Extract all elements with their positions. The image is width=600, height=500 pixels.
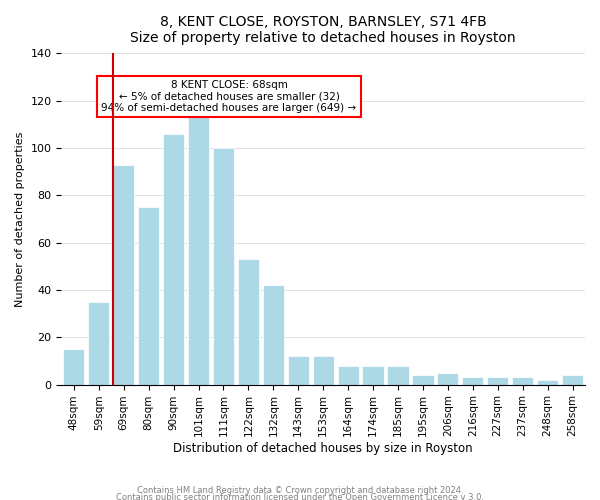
Text: 8 KENT CLOSE: 68sqm
← 5% of detached houses are smaller (32)
94% of semi-detache: 8 KENT CLOSE: 68sqm ← 5% of detached hou… (101, 80, 356, 113)
Text: Contains public sector information licensed under the Open Government Licence v : Contains public sector information licen… (116, 494, 484, 500)
Bar (263, 285, 284, 384)
Bar (88, 302, 109, 384)
Bar (487, 378, 508, 384)
Bar (113, 164, 134, 384)
Bar (462, 378, 484, 384)
Bar (362, 366, 383, 384)
Y-axis label: Number of detached properties: Number of detached properties (15, 132, 25, 306)
Bar (388, 366, 409, 384)
Bar (188, 117, 209, 384)
Bar (437, 373, 458, 384)
Bar (412, 375, 434, 384)
Bar (537, 380, 558, 384)
Bar (213, 148, 234, 384)
Text: Contains HM Land Registry data © Crown copyright and database right 2024.: Contains HM Land Registry data © Crown c… (137, 486, 463, 495)
Bar (163, 134, 184, 384)
Bar (512, 378, 533, 384)
Bar (287, 356, 309, 384)
Bar (338, 366, 359, 384)
Title: 8, KENT CLOSE, ROYSTON, BARNSLEY, S71 4FB
Size of property relative to detached : 8, KENT CLOSE, ROYSTON, BARNSLEY, S71 4F… (130, 15, 516, 45)
Bar (313, 356, 334, 384)
Bar (562, 375, 583, 384)
Bar (238, 259, 259, 384)
Bar (138, 207, 159, 384)
Bar (63, 349, 85, 384)
X-axis label: Distribution of detached houses by size in Royston: Distribution of detached houses by size … (173, 442, 473, 455)
